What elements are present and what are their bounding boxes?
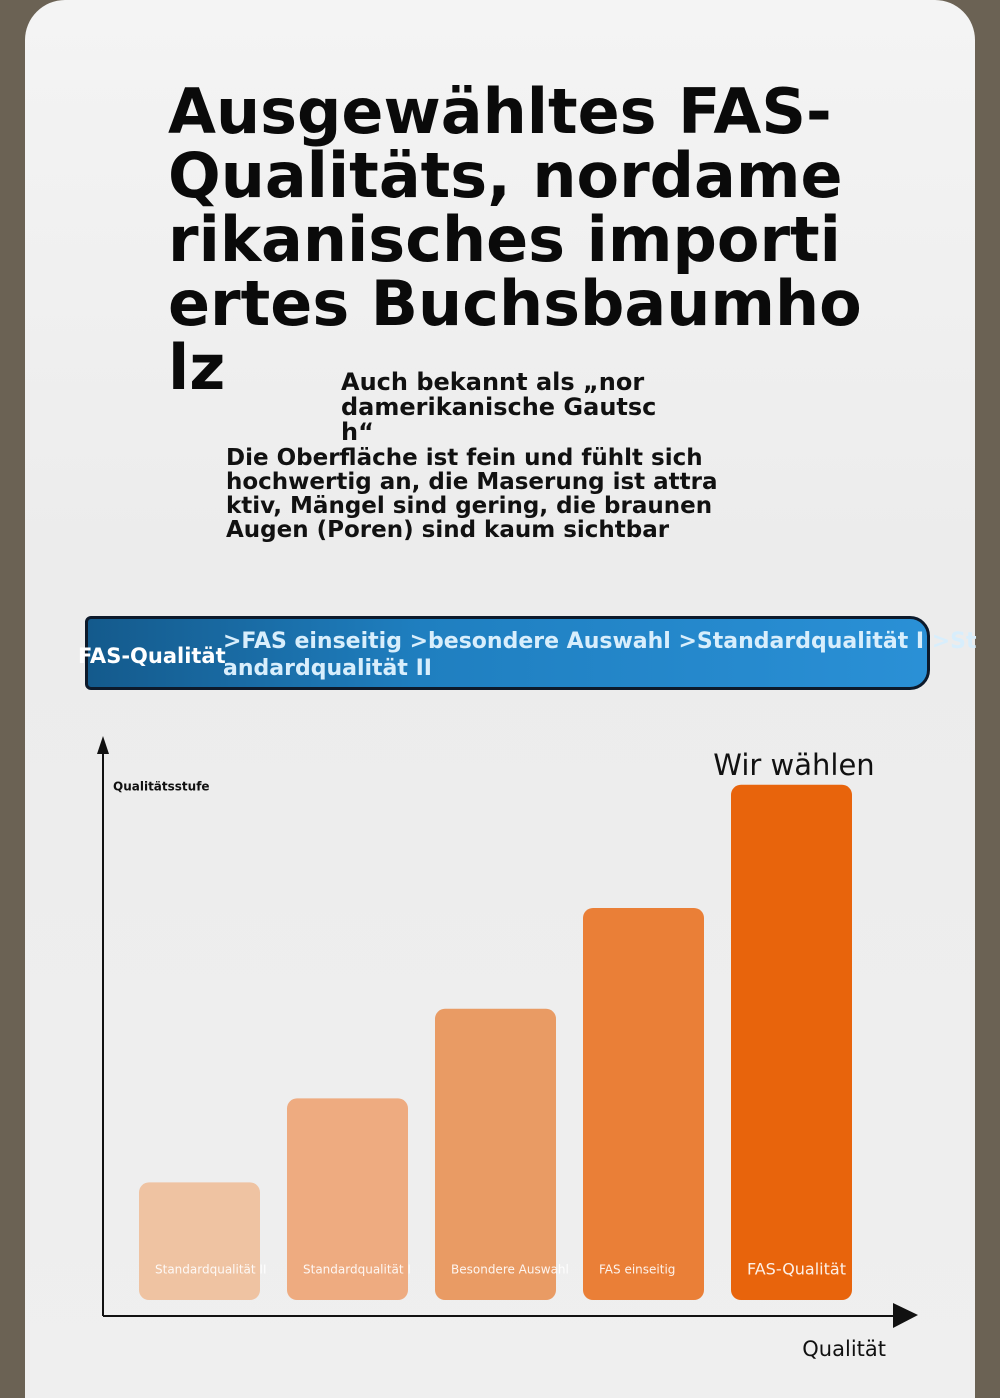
chart: Qualitätsstufe Qualität Wir wählen Stand… bbox=[97, 736, 918, 1361]
bar-label: Besondere Auswahl bbox=[451, 1263, 569, 1277]
bar bbox=[731, 784, 852, 1300]
annotation: Wir wählen bbox=[713, 748, 874, 782]
banner-text: >FAS einseitig >besondere Auswahl >Stand… bbox=[223, 629, 977, 681]
y-axis-label: Qualitätsstufe bbox=[113, 780, 210, 794]
subtitle: Auch bekannt als „nordamerikanische Gaut… bbox=[341, 368, 657, 446]
bar-label: Standardqualität I bbox=[303, 1263, 411, 1277]
bar bbox=[139, 1182, 260, 1300]
bar-label: FAS einseitig bbox=[599, 1263, 675, 1277]
bar bbox=[287, 1098, 408, 1300]
y-arrow bbox=[97, 736, 109, 754]
title: Ausgewähltes FAS-Qualitäts, nordamerikan… bbox=[168, 75, 862, 404]
bar-label: Standardqualität II bbox=[155, 1263, 267, 1277]
banner bbox=[85, 616, 930, 690]
description: Die Oberfläche ist fein und fühlt sich h… bbox=[226, 445, 718, 543]
bar bbox=[583, 908, 704, 1300]
x-arrow bbox=[893, 1303, 918, 1328]
bar-label: FAS-Qualität bbox=[747, 1260, 846, 1279]
x-axis-label: Qualität bbox=[802, 1337, 886, 1361]
banner-label: FAS-Qualität bbox=[78, 644, 226, 668]
bar bbox=[435, 1008, 556, 1300]
